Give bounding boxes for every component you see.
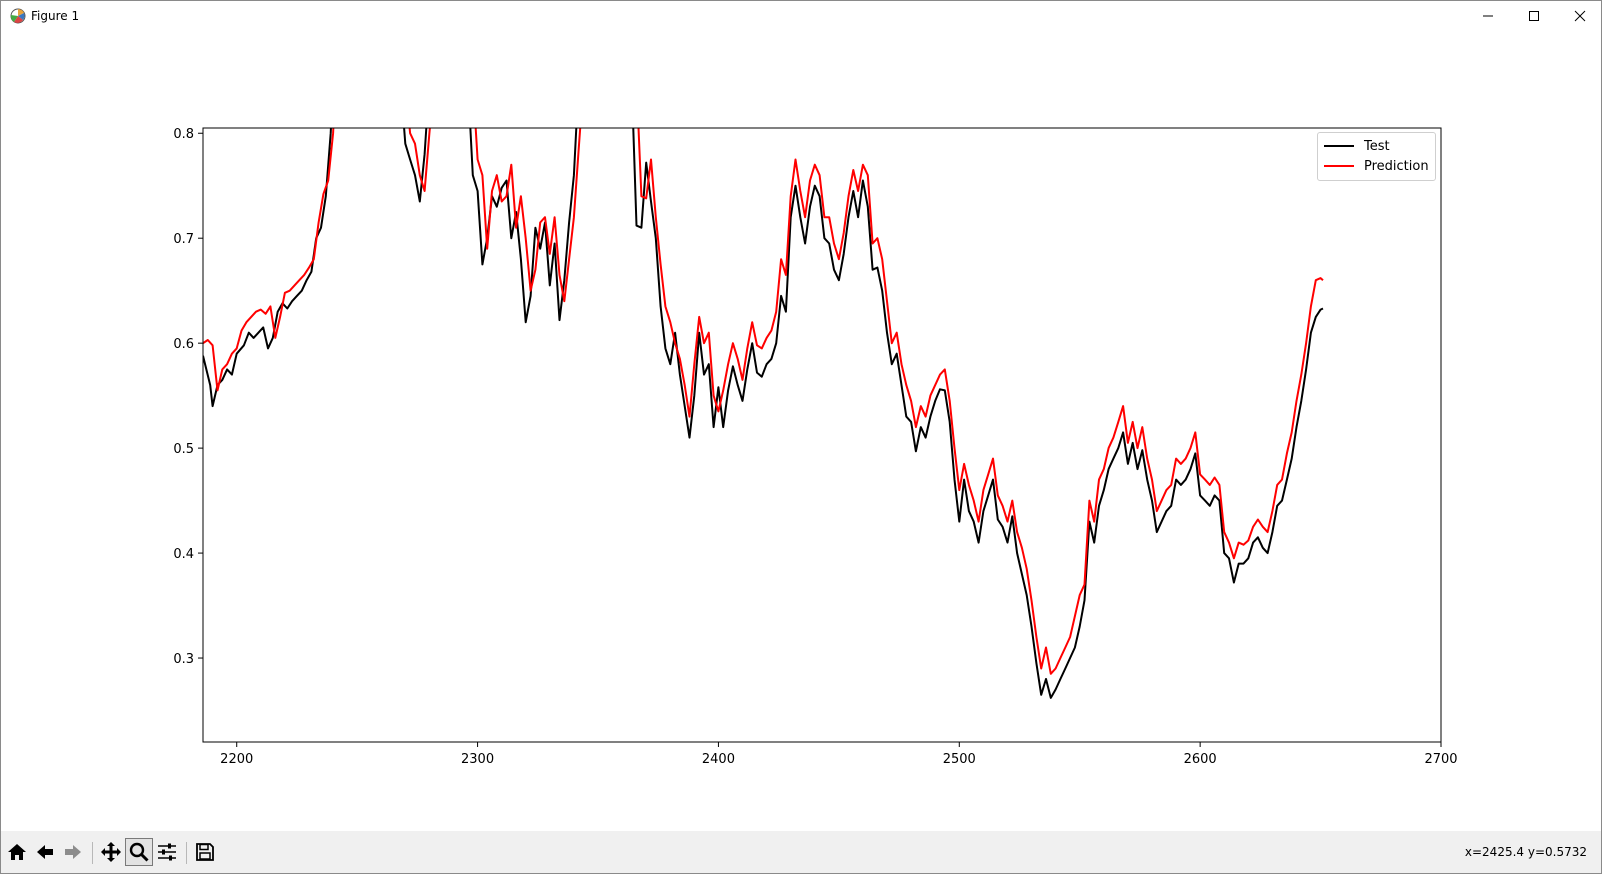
home-icon: [8, 844, 26, 860]
pan-button[interactable]: [97, 838, 125, 866]
close-button[interactable]: [1557, 1, 1601, 31]
line-chart: 2200 2300 2400 2500 2600 2700 0.3 0.4 0.5 0.6 0.7…: [173, 127, 1457, 767]
title-bar[interactable]: Figure 1: [1, 1, 1601, 31]
plot-area-frame: [202, 127, 1442, 743]
forward-arrow-icon: [65, 845, 81, 859]
configure-subplots-button[interactable]: [153, 838, 181, 866]
y-tick-label: 0.8: [173, 127, 194, 142]
zoom-icon: [129, 842, 149, 862]
back-arrow-icon: [37, 845, 53, 859]
zoom-button[interactable]: [125, 838, 153, 866]
series-line-test: [203, 128, 1324, 699]
x-tick-label: 2400: [702, 752, 735, 767]
forward-button[interactable]: [59, 838, 87, 866]
legend-label-test: Test: [1364, 138, 1390, 154]
legend-label-prediction: Prediction: [1364, 158, 1429, 174]
save-button[interactable]: [191, 838, 219, 866]
maximize-icon: [1529, 11, 1539, 21]
x-tick-label: 2700: [1424, 752, 1457, 767]
matplotlib-app-icon: [9, 7, 27, 25]
legend-swatch-test: [1324, 145, 1354, 147]
x-tick-label: 2600: [1184, 752, 1217, 767]
back-button[interactable]: [31, 838, 59, 866]
y-tick-label: 0.5: [173, 442, 194, 457]
maximize-button[interactable]: [1511, 1, 1557, 31]
home-button[interactable]: [3, 838, 31, 866]
window-title: Figure 1: [31, 9, 80, 23]
legend-item-prediction: Prediction: [1324, 156, 1429, 176]
legend-item-test: Test: [1324, 136, 1390, 156]
x-tick-label: 2300: [461, 752, 494, 767]
series-line-prediction: [203, 128, 1324, 675]
minimize-button[interactable]: [1465, 1, 1511, 31]
cursor-coordinates-readout: x=2425.4 y=0.5732: [1464, 845, 1587, 859]
y-tick-label: 0.3: [173, 652, 194, 667]
y-tick-label: 0.6: [173, 337, 194, 352]
x-tick-label: 2200: [220, 752, 253, 767]
toolbar-separator: [186, 842, 187, 864]
x-tick-label: 2500: [943, 752, 976, 767]
y-tick-label: 0.4: [173, 547, 194, 562]
save-icon: [196, 843, 214, 861]
legend: Test Prediction: [1317, 132, 1436, 181]
y-tick-label: 0.7: [173, 232, 194, 247]
legend-swatch-prediction: [1324, 165, 1354, 167]
figure-canvas[interactable]: 2200 2300 2400 2500 2600 2700 0.3 0.4 0.5 0.6 0.7…: [1, 31, 1601, 831]
configure-subplots-icon: [158, 843, 176, 861]
toolbar-separator: [92, 842, 93, 864]
pan-icon: [101, 842, 121, 862]
minimize-icon: [1483, 15, 1493, 17]
close-icon: [1574, 10, 1586, 22]
navigation-toolbar: x=2425.4 y=0.5732: [1, 831, 1601, 873]
